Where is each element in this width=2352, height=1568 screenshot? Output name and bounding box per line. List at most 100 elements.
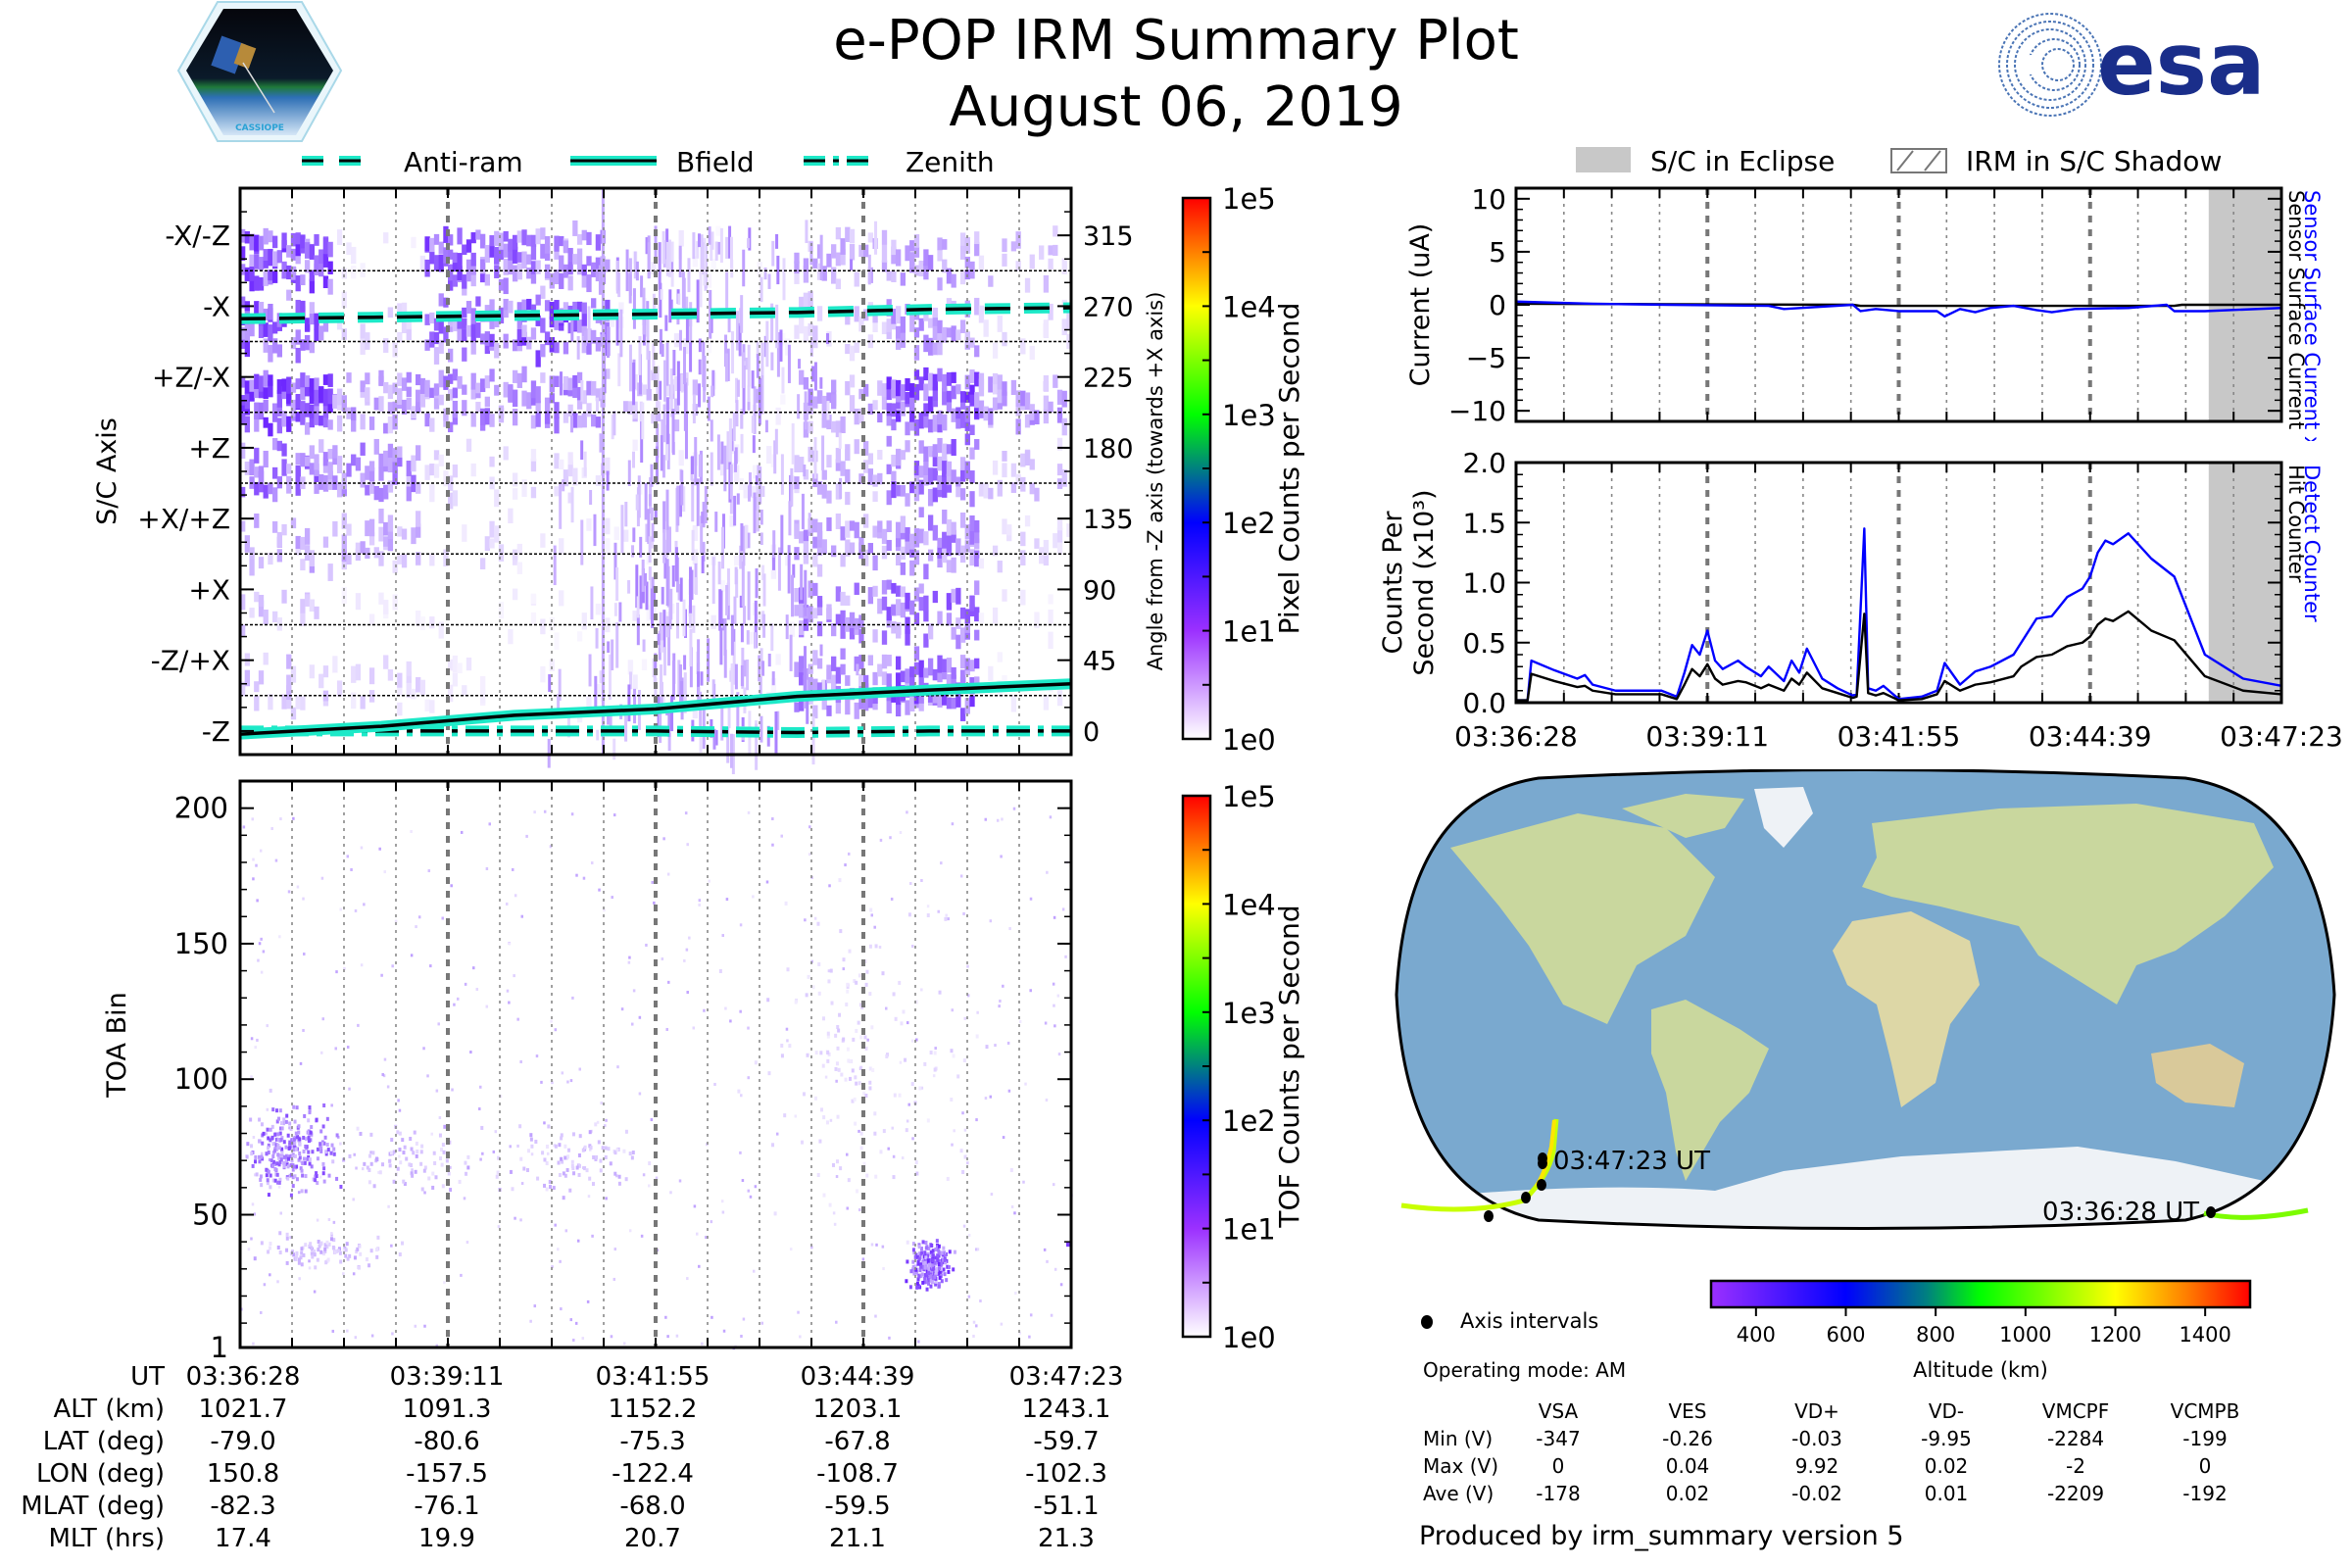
heat-cell: [937, 1261, 941, 1266]
heat-cell: [708, 226, 711, 245]
heat-cell: [378, 396, 384, 412]
heat-cell: [586, 231, 592, 246]
heat-cell: [464, 1160, 467, 1165]
heat-cell: [433, 383, 440, 396]
heat-cell: [872, 671, 878, 686]
heat-cell: [900, 450, 906, 461]
heat-cell: [909, 252, 915, 269]
heat-cell: [913, 383, 920, 401]
heat-cell: [586, 696, 592, 713]
heat-cell: [392, 560, 398, 573]
heat-cell: [662, 529, 666, 564]
heat-cell: [424, 413, 430, 427]
heat-cell: [661, 956, 664, 960]
heat-cell: [665, 1027, 668, 1031]
heat-cell: [375, 1157, 379, 1162]
heat-cell: [457, 316, 463, 329]
voltage-cell: -178: [1536, 1482, 1581, 1505]
heat-cell: [676, 602, 680, 639]
heat-cell: [923, 564, 929, 580]
heat-cell: [1020, 453, 1026, 467]
heat-cell: [484, 343, 490, 355]
heat-cell: [267, 1193, 270, 1198]
heat-cell: [498, 232, 505, 250]
heat-cell: [979, 1298, 982, 1302]
heat-cell: [401, 318, 408, 333]
heat-cell: [398, 1154, 401, 1158]
heat-cell: [554, 402, 560, 419]
heat-cell: [821, 679, 825, 696]
altitude-tick-label: 600: [1826, 1323, 1865, 1347]
heat-cell: [265, 1173, 269, 1178]
heat-cell: [775, 1132, 779, 1136]
heat-cell: [431, 1171, 435, 1176]
heat-cell: [258, 402, 265, 420]
heat-cell: [762, 573, 766, 607]
heat-cell: [314, 606, 319, 619]
heat-cell: [335, 1133, 339, 1138]
heat-cell: [814, 1051, 818, 1055]
heat-cell: [902, 1009, 906, 1014]
heat-cell: [918, 1086, 922, 1091]
heat-cell: [314, 409, 319, 425]
heat-cell: [874, 220, 878, 255]
heat-cell: [886, 376, 892, 390]
heat-cell: [720, 698, 724, 741]
heat-cell: [600, 1102, 603, 1105]
heat-cell: [926, 905, 930, 908]
heat-cell: [549, 616, 555, 631]
heat-cell: [360, 336, 366, 355]
heat-cell: [268, 553, 273, 565]
heat-cell: [462, 384, 467, 395]
heat-cell: [564, 1173, 567, 1178]
heat-cell: [319, 1250, 323, 1254]
heat-cell: [627, 960, 631, 964]
heat-cell: [639, 401, 643, 422]
heat-cell: [734, 566, 738, 585]
heat-cell: [711, 557, 715, 605]
heat-cell: [682, 347, 686, 385]
heat-cell: [540, 243, 546, 259]
heat-cell: [872, 629, 878, 643]
heat-cell: [804, 918, 807, 922]
heat-cell: [849, 612, 856, 628]
heat-cell: [267, 1250, 270, 1254]
heat-cell: [1010, 694, 1017, 712]
heat-cell: [311, 1150, 315, 1154]
heat-cell: [909, 481, 915, 494]
x-tick-label: 03:44:39: [2029, 720, 2152, 753]
heat-cell: [799, 531, 805, 544]
heat-cell: [292, 1148, 296, 1152]
heat-cell: [484, 408, 490, 425]
heat-cell: [360, 323, 366, 339]
heat-cell: [429, 464, 435, 476]
heat-cell: [449, 1188, 453, 1193]
heat-cell: [479, 692, 486, 704]
heat-cell: [959, 319, 966, 333]
heat-cell: [341, 549, 347, 563]
heat-cell: [698, 454, 702, 477]
heat-cell: [891, 481, 897, 499]
heat-cell: [479, 270, 486, 283]
heat-cell: [780, 454, 784, 495]
heat-cell: [475, 987, 479, 991]
heat-cell: [974, 550, 980, 567]
heat-cell: [624, 1129, 628, 1134]
heat-cell: [899, 1060, 903, 1064]
heat-cell: [703, 385, 707, 403]
heat-cell: [545, 1161, 549, 1166]
heat-cell: [835, 420, 842, 438]
heat-cell: [297, 1130, 301, 1135]
heat-cell: [650, 588, 654, 628]
heat-cell: [829, 968, 833, 973]
right-legend-label: Hit Counter: [2284, 465, 2308, 583]
heat-cell: [336, 1249, 340, 1253]
heat-cell: [662, 455, 665, 478]
heat-cell: [808, 420, 813, 434]
heat-cell: [647, 351, 651, 401]
heat-cell: [429, 237, 435, 253]
heat-cell: [448, 276, 454, 291]
heat-cell: [268, 374, 273, 386]
heat-cell: [553, 1144, 556, 1148]
heat-cell: [448, 234, 454, 246]
